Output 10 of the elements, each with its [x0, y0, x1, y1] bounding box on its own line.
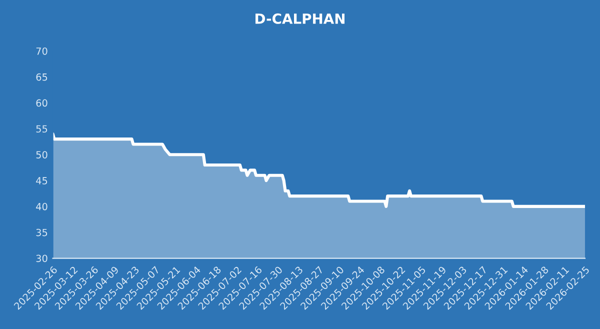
- y-tick-label: 40: [36, 202, 48, 210]
- y-tick-label: 70: [36, 47, 48, 55]
- y-tick-label: 30: [36, 254, 48, 262]
- y-tick-label: 60: [36, 99, 48, 107]
- y-tick-label: 55: [36, 125, 48, 133]
- chart-title: D-CALPHAN: [256, 13, 344, 24]
- y-tick-label: 35: [36, 228, 48, 236]
- y-tick-label: 65: [36, 73, 48, 81]
- y-tick-label: 50: [36, 151, 48, 158]
- y-tick-label: 45: [36, 177, 48, 184]
